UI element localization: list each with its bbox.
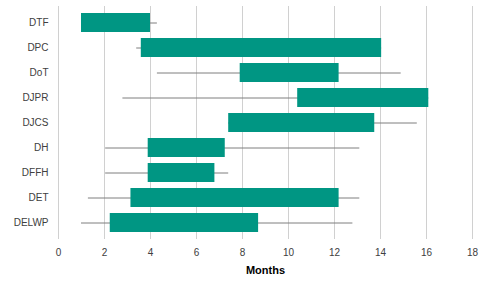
svg-text:0: 0 bbox=[56, 247, 62, 258]
svg-text:14: 14 bbox=[375, 247, 387, 258]
svg-text:DPC: DPC bbox=[27, 42, 48, 53]
svg-text:DFFH: DFFH bbox=[22, 167, 49, 178]
svg-text:DELWP: DELWP bbox=[14, 217, 49, 228]
svg-text:DoT: DoT bbox=[30, 67, 49, 78]
svg-text:2: 2 bbox=[102, 247, 108, 258]
svg-text:16: 16 bbox=[421, 247, 433, 258]
svg-text:Months: Months bbox=[246, 264, 285, 276]
svg-text:8: 8 bbox=[240, 247, 246, 258]
svg-text:DH: DH bbox=[34, 142, 48, 153]
svg-text:DET: DET bbox=[29, 192, 49, 203]
svg-text:10: 10 bbox=[283, 247, 295, 258]
svg-text:6: 6 bbox=[194, 247, 200, 258]
svg-text:12: 12 bbox=[329, 247, 341, 258]
svg-text:DJCS: DJCS bbox=[22, 117, 48, 128]
svg-text:DTF: DTF bbox=[29, 17, 48, 28]
svg-text:DJPR: DJPR bbox=[22, 92, 48, 103]
svg-text:4: 4 bbox=[148, 247, 154, 258]
svg-text:18: 18 bbox=[467, 247, 479, 258]
